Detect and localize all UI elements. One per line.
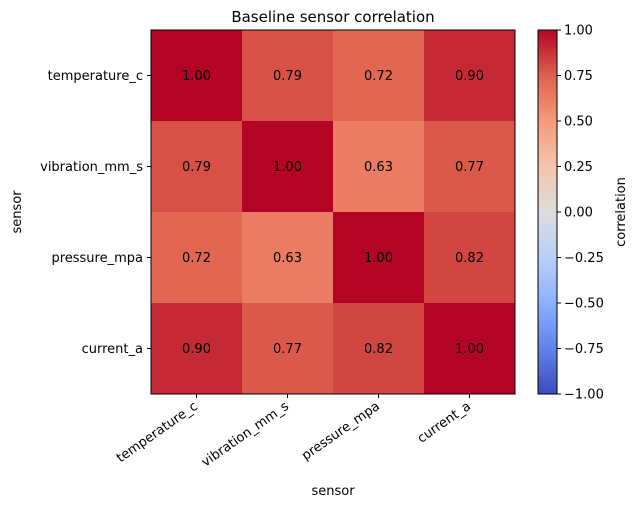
cell-value-label: 0.63: [364, 160, 393, 175]
heatmap-cell: [424, 212, 516, 304]
cell-value-label: 0.82: [364, 342, 393, 357]
heatmap-cell: [151, 30, 243, 122]
colorbar-ticks: 1.00 0.75 0.50 0.25 0.00 −0.25 −0.50 −0.75 −1.00: [557, 24, 604, 403]
heatmap-cell: [333, 212, 425, 304]
heatmap-cell: [242, 30, 334, 122]
cell-value-label: 0.79: [273, 69, 302, 84]
x-tick-label: vibration_mm_s: [199, 399, 292, 470]
x-tick-label: temperature_c: [114, 399, 201, 466]
cell-value-label: 0.77: [273, 342, 302, 357]
cell-value-label: 0.90: [455, 69, 484, 84]
colorbar-tick-label: 1.00: [564, 24, 593, 39]
heatmap-cell: [242, 212, 334, 304]
heatmap-cell: [151, 121, 243, 213]
cell-value-label: 0.77: [455, 160, 484, 175]
colorbar-label: correlation: [614, 177, 629, 247]
y-tick-label: pressure_mpa: [51, 251, 143, 266]
cell-value-label: 0.72: [364, 69, 393, 84]
x-tick-label: current_a: [415, 399, 474, 446]
cell-value-label: 1.00: [364, 251, 393, 266]
heatmap-cell: [151, 303, 243, 395]
y-tick-label: temperature_c: [48, 69, 143, 84]
heatmap-cells: 1.00 0.79 0.72 0.90 0.79 1.00 0.63 0.77 0.72 0.63…: [151, 30, 516, 395]
heatmap-cell: [151, 212, 243, 304]
y-tick-label: vibration_mm_s: [40, 160, 143, 175]
plot-frame: [150, 29, 516, 395]
heatmap-cell: [333, 121, 425, 213]
heatmap-cell: [333, 303, 425, 395]
heatmap-cell: [424, 303, 516, 395]
y-axis-label: sensor: [10, 190, 25, 234]
heatmap-cell: [333, 30, 425, 122]
y-axis-ticks: temperature_c vibration_mm_s pressure_mpac…: [40, 69, 151, 357]
cell-value-label: 0.63: [273, 251, 302, 266]
heatmap-cell: [242, 303, 334, 395]
x-axis-label: sensor: [311, 484, 355, 499]
cell-value-label: 1.00: [455, 342, 484, 357]
colorbar-tick-label: 0.50: [564, 115, 593, 130]
colorbar-tick-label: −1.00: [564, 388, 604, 403]
colorbar-tick-label: 0.00: [564, 206, 593, 221]
colorbar-tick-label: 0.25: [564, 160, 593, 175]
y-tick-label: current_a: [82, 342, 143, 357]
heatmap-cell: [424, 121, 516, 213]
cell-value-label: 0.72: [182, 251, 211, 266]
colorbar-tick-label: −0.75: [564, 342, 604, 357]
x-tick-label: pressure_mpa: [299, 399, 383, 464]
cell-value-label: 0.82: [455, 251, 484, 266]
colorbar-tick-label: 0.75: [564, 69, 593, 84]
cell-value-label: 1.00: [182, 69, 211, 84]
heatmap-cell: [242, 121, 334, 213]
chart-title: Baseline sensor correlation: [231, 8, 434, 26]
colorbar: [537, 29, 558, 395]
cell-value-label: 0.90: [182, 342, 211, 357]
cell-value-label: 0.79: [182, 160, 211, 175]
colorbar-tick-label: −0.25: [564, 251, 604, 266]
colorbar-tick-label: −0.50: [564, 297, 604, 312]
cell-value-label: 1.00: [273, 160, 302, 175]
heatmap-cell: [424, 30, 516, 122]
